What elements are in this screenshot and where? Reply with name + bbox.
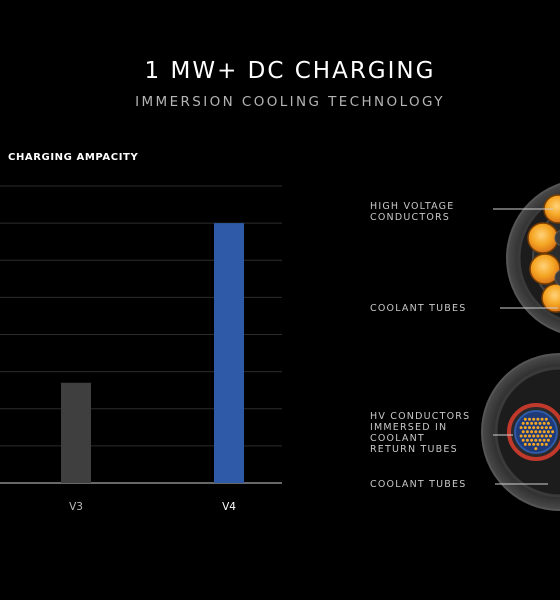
hv-conductor — [527, 222, 559, 254]
conductor-strand — [536, 417, 540, 421]
callout-line: HIGH VOLTAGE — [370, 201, 455, 212]
conductor-strand — [532, 442, 536, 446]
coolant-return-channel — [514, 410, 558, 454]
hv-conductor — [543, 194, 560, 224]
conductor-strand — [530, 430, 534, 434]
conductor-strand — [540, 417, 544, 421]
conductor-strand — [521, 430, 525, 434]
conductor-strand — [532, 434, 536, 438]
conductor-strand — [544, 417, 548, 421]
chart-title: CHARGING AMPACITY — [8, 152, 139, 163]
callout-line: COOLANT — [370, 433, 425, 444]
conductor-strand — [546, 430, 550, 434]
conductor-strand — [532, 426, 536, 430]
callout-line: COOLANT TUBES — [370, 479, 467, 490]
conductor-strand — [551, 430, 555, 434]
callout-coolant-tubes-bottom: COOLANT TUBES — [370, 479, 466, 490]
conductor-strand — [521, 438, 525, 442]
conductor-strand — [523, 426, 527, 430]
cable-bottom — [481, 353, 560, 511]
cable-bottom-inner-sheath — [494, 366, 560, 498]
conductor-strand — [549, 434, 552, 438]
conductor-strand — [519, 434, 523, 438]
conductor-strand — [525, 430, 529, 434]
x-tick-label: V4 — [222, 501, 236, 513]
conductor-strand — [521, 421, 525, 425]
coolant-return-tube — [507, 403, 560, 461]
conductor-strand — [544, 434, 548, 438]
conductor-strand — [546, 421, 550, 425]
hv-conductor — [541, 283, 560, 313]
conductor-strand — [523, 417, 527, 421]
cable-top-inner-sheath — [517, 195, 560, 321]
x-tick-label: V3 — [69, 501, 83, 513]
coolant-tube — [554, 230, 560, 246]
callout-line: RETURN TUBES — [370, 444, 458, 455]
callout-hv-conductors-immersed: HV CONDUCTORS IMMERSED IN COOLANT RETURN… — [370, 411, 470, 455]
conductor-strand — [532, 417, 536, 421]
conductor-strand — [528, 434, 531, 438]
hv-conductor — [529, 253, 560, 285]
conductor-strand — [528, 417, 531, 421]
callout-high-voltage-conductors: HIGH VOLTAGE CONDUCTORS — [370, 201, 454, 223]
conductor-strand — [534, 447, 538, 451]
conductor-strand — [523, 434, 527, 438]
ampacity-bar-chart: V3 V4 — [0, 185, 282, 513]
page-title: 1 MW+ DC CHARGING — [144, 58, 436, 84]
cable-top-jacket — [506, 183, 560, 333]
conductor-strand — [544, 442, 548, 446]
conductor-strand — [530, 438, 534, 442]
conductor-strand — [534, 421, 538, 425]
conductor-strand — [538, 421, 542, 425]
conductor-strand — [536, 426, 540, 430]
cable-bottom-jacket — [481, 353, 560, 511]
coolant-tube — [554, 270, 560, 286]
callout-line: IMMERSED IN — [370, 422, 448, 433]
callout-coolant-tubes-top: COOLANT TUBES — [370, 303, 466, 314]
callout-line: CONDUCTORS — [370, 212, 451, 223]
conductor-strand — [540, 434, 544, 438]
conductor-strand — [538, 430, 542, 434]
conductor-strand — [530, 421, 534, 425]
conductor-strand — [519, 426, 523, 430]
conductor-strand — [546, 438, 550, 442]
page-subtitle: IMMERSION COOLING TECHNOLOGY — [135, 94, 445, 110]
conductor-strand — [536, 442, 540, 446]
conductor-strand — [534, 430, 538, 434]
conductor-strand — [523, 442, 527, 446]
callout-line: COOLANT TUBES — [370, 303, 467, 314]
bar-v3 — [61, 382, 91, 483]
conductor-strand — [549, 426, 552, 430]
callout-line: HV CONDUCTORS — [370, 411, 471, 422]
conductor-strand — [542, 438, 546, 442]
conductor-strands — [519, 417, 555, 451]
conductor-strand — [528, 442, 531, 446]
conductor-strand — [538, 438, 542, 442]
conductor-strand — [544, 426, 548, 430]
cable-top — [493, 183, 560, 333]
conductor-strand — [536, 434, 540, 438]
conductor-strand — [525, 421, 529, 425]
conductor-strand — [525, 438, 529, 442]
conductor-strand — [528, 426, 531, 430]
conductor-strand — [534, 438, 538, 442]
cable-top-core — [532, 211, 560, 305]
bar-v4 — [214, 223, 244, 483]
conductor-strand — [540, 442, 544, 446]
conductor-strand — [542, 430, 546, 434]
conductor-strand — [540, 426, 544, 430]
conductor-strand — [542, 421, 546, 425]
